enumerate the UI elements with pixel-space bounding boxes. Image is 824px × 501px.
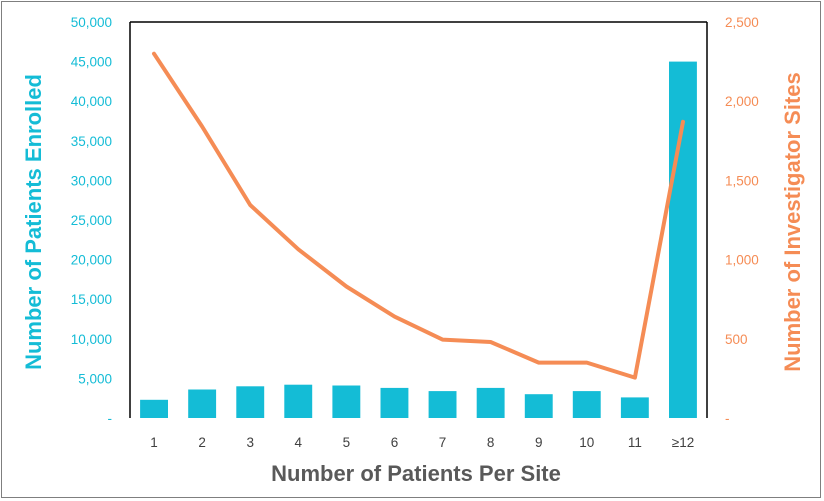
bar <box>428 391 457 418</box>
left-tick-label: 25,000 <box>71 213 112 228</box>
bar <box>332 385 361 418</box>
left-tick-label: 30,000 <box>71 173 112 188</box>
x-tick-label: 8 <box>487 435 495 450</box>
x-tick-label: 1 <box>150 435 158 450</box>
line-series <box>152 51 685 380</box>
x-tick-label: ≥12 <box>672 435 694 450</box>
left-tick-label: - <box>108 411 113 426</box>
left-tick-label: 35,000 <box>71 134 112 149</box>
left-axis-title: Number of Patients Enrolled <box>21 74 46 370</box>
left-tick-label: 5,000 <box>78 371 112 386</box>
left-tick-label: 50,000 <box>71 15 112 30</box>
right-tick-label: - <box>725 411 730 426</box>
bar <box>669 61 697 418</box>
right-tick-label: 1,500 <box>725 173 759 188</box>
left-tick-label: 10,000 <box>71 332 112 347</box>
left-axis-ticks: - 5,000 10,000 15,000 20,000 25,000 30,000 35,0… <box>71 15 112 426</box>
x-axis-ticks: 1 2 3 4 5 6 7 8 9 10 11 ≥12 <box>150 435 694 450</box>
bar <box>620 397 649 418</box>
right-axis-title: Number of Investigator Sites <box>780 72 805 372</box>
bar <box>236 386 265 418</box>
right-tick-label: 1,000 <box>725 253 759 268</box>
x-tick-label: 3 <box>246 435 254 450</box>
bar <box>476 387 505 418</box>
bar <box>140 399 168 418</box>
x-axis-title: Number of Patients Per Site <box>271 461 561 486</box>
x-tick-label: 7 <box>439 435 447 450</box>
left-tick-label: 40,000 <box>71 94 112 109</box>
right-tick-label: 2,500 <box>725 15 759 30</box>
left-tick-label: 15,000 <box>71 292 112 307</box>
bar <box>380 387 409 418</box>
bar <box>524 394 553 418</box>
x-tick-label: 10 <box>579 435 594 450</box>
bar-series <box>140 61 697 418</box>
investigator-sites-line <box>152 51 685 380</box>
x-tick-label: 11 <box>628 435 642 450</box>
x-tick-label: 5 <box>343 435 351 450</box>
bar <box>188 389 217 418</box>
axes <box>129 21 708 418</box>
right-tick-label: 500 <box>725 332 748 347</box>
bar <box>572 391 601 418</box>
left-tick-label: 45,000 <box>71 55 112 70</box>
bar <box>284 384 313 418</box>
right-axis-ticks: - 500 1,000 1,500 2,000 2,500 <box>725 15 759 426</box>
x-tick-label: 4 <box>295 435 303 450</box>
x-tick-label: 9 <box>535 435 543 450</box>
x-tick-label: 6 <box>391 435 399 450</box>
x-tick-label: 2 <box>198 435 206 450</box>
left-tick-label: 20,000 <box>71 253 112 268</box>
right-tick-label: 2,000 <box>725 94 759 109</box>
